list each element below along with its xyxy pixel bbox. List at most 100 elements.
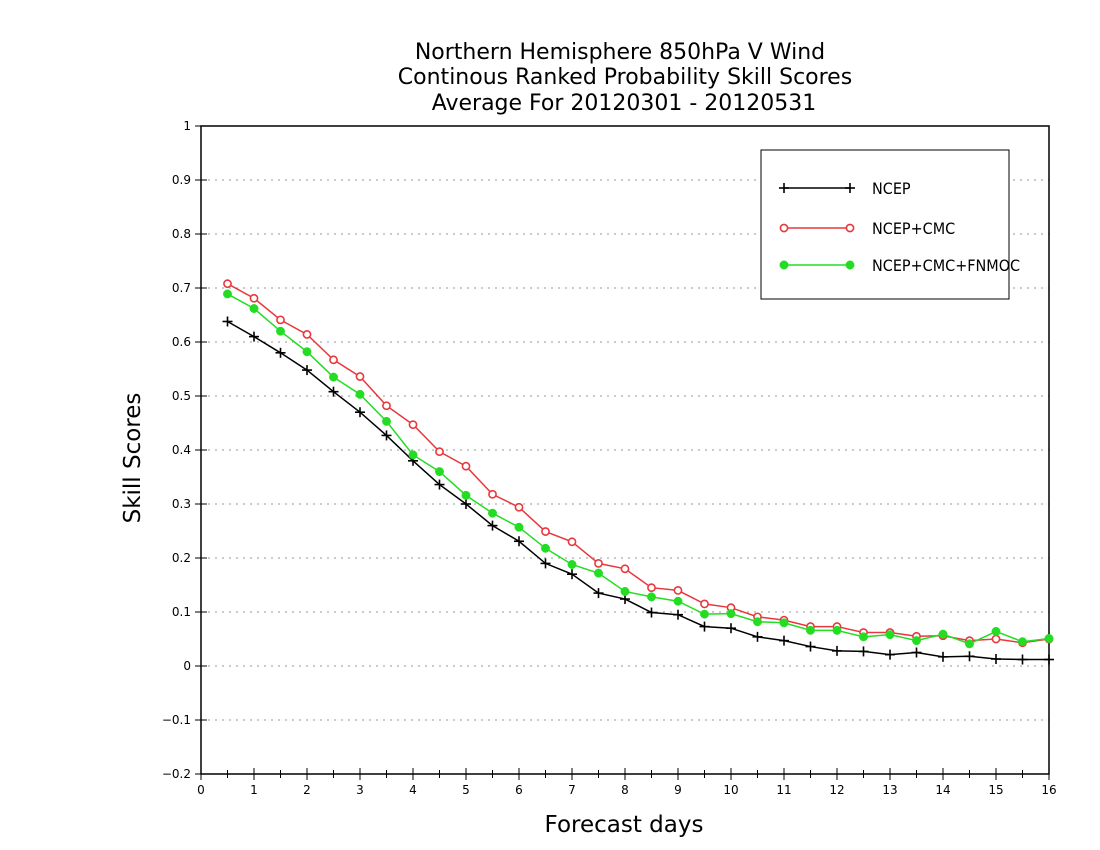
x-tick-label: 10 xyxy=(723,783,738,797)
data-point xyxy=(832,645,842,656)
data-point xyxy=(779,223,789,233)
data-point xyxy=(434,479,445,490)
title-line-3: Average For 20120301 - 20120531 xyxy=(432,91,817,116)
y-tick-label: 0.8 xyxy=(172,227,191,241)
series-line xyxy=(227,320,1049,661)
x-tick-label: 2 xyxy=(303,783,311,797)
data-point xyxy=(381,430,392,441)
data-point xyxy=(991,653,1001,664)
data-point xyxy=(302,347,312,357)
data-point xyxy=(276,326,285,336)
data-point xyxy=(461,490,471,500)
data-point xyxy=(461,499,471,509)
data-point xyxy=(845,183,855,193)
data-point xyxy=(594,559,603,568)
data-point xyxy=(753,617,762,627)
data-point xyxy=(355,372,365,381)
data-point xyxy=(488,489,497,499)
gridlines xyxy=(201,179,1049,721)
data-point xyxy=(699,621,710,632)
y-tick-label: −0.1 xyxy=(162,713,191,727)
data-point xyxy=(435,467,444,477)
data-point xyxy=(1017,654,1028,665)
data-point xyxy=(673,586,683,595)
data-point xyxy=(1044,654,1054,665)
legend-entry: NCEP+CMC+FNMOC xyxy=(779,256,1020,275)
x-tick-label: 1 xyxy=(250,783,258,797)
axes: −0.2−0.100.10.20.30.40.50.60.70.80.910 1 2… xyxy=(162,119,1057,797)
data-point xyxy=(885,649,895,660)
x-tick-label: 0 xyxy=(197,783,205,797)
data-point xyxy=(1018,637,1027,647)
x-tick-label: 13 xyxy=(882,783,897,797)
data-point xyxy=(249,304,259,313)
data-point xyxy=(620,564,630,574)
data-point xyxy=(806,625,815,635)
y-tick-label: 0 xyxy=(183,659,191,673)
data-point xyxy=(594,568,603,578)
legend-entry: NCEP+CMC xyxy=(779,219,955,238)
y-tick-label: 0.7 xyxy=(172,281,191,295)
data-point xyxy=(752,631,763,642)
data-point xyxy=(700,599,709,609)
data-point xyxy=(249,293,259,303)
data-point xyxy=(382,401,391,411)
y-tick-label: 0.1 xyxy=(172,605,191,619)
y-axis-label: Skill Scores xyxy=(120,393,146,524)
data-point xyxy=(912,636,921,646)
data-point xyxy=(991,626,1001,636)
title-line-1: Northern Hemisphere 850hPa V Wind xyxy=(415,40,825,65)
data-point xyxy=(673,596,683,606)
data-point xyxy=(302,365,312,376)
data-series xyxy=(222,279,1054,665)
data-point xyxy=(488,508,497,518)
legend-label: NCEP+CMC xyxy=(872,219,955,238)
data-point xyxy=(832,625,842,635)
data-point xyxy=(276,315,285,325)
x-axis-label: Forecast days xyxy=(545,812,704,838)
data-point xyxy=(514,536,524,547)
data-point xyxy=(514,522,524,532)
y-tick-label: −0.2 xyxy=(162,767,191,781)
data-point xyxy=(647,583,656,593)
data-point xyxy=(408,450,418,460)
data-point xyxy=(858,646,869,657)
data-point xyxy=(646,607,657,618)
data-point xyxy=(541,527,550,536)
data-point xyxy=(845,223,855,233)
data-point xyxy=(885,630,895,640)
data-point xyxy=(567,569,577,580)
data-point xyxy=(408,420,418,430)
data-point xyxy=(249,331,259,342)
data-point xyxy=(965,639,974,649)
data-point xyxy=(593,588,604,599)
data-point xyxy=(567,560,577,569)
y-tick-label: 0.2 xyxy=(172,551,191,565)
data-point xyxy=(779,260,789,270)
series-ncep xyxy=(222,316,1054,665)
x-tick-label: 6 xyxy=(515,783,523,797)
y-tick-label: 0.9 xyxy=(172,173,191,187)
legend-entry: NCEP xyxy=(779,179,911,198)
data-point xyxy=(355,407,365,418)
x-tick-label: 7 xyxy=(568,783,576,797)
data-point xyxy=(805,641,816,652)
data-point xyxy=(329,355,338,365)
series-ncep-cmc xyxy=(223,279,1054,648)
chart-title: Northern Hemisphere 850hPa V Wind Contin… xyxy=(398,40,852,116)
title-line-2: Continous Ranked Probability Skill Score… xyxy=(398,65,852,90)
x-tick-label: 15 xyxy=(988,783,1003,797)
x-tick-label: 12 xyxy=(829,783,844,797)
x-tick-label: 5 xyxy=(462,783,470,797)
x-tick-label: 16 xyxy=(1041,783,1056,797)
data-point xyxy=(700,609,709,619)
data-point xyxy=(514,502,524,512)
data-point xyxy=(328,386,339,397)
series-ncep-cmc-fnmoc xyxy=(223,289,1054,649)
data-point xyxy=(382,416,391,426)
x-tick-label: 14 xyxy=(935,783,950,797)
data-point xyxy=(540,558,551,569)
x-tick-label: 9 xyxy=(674,783,682,797)
data-point xyxy=(223,289,232,299)
legend-label: NCEP+CMC+FNMOC xyxy=(872,256,1020,275)
